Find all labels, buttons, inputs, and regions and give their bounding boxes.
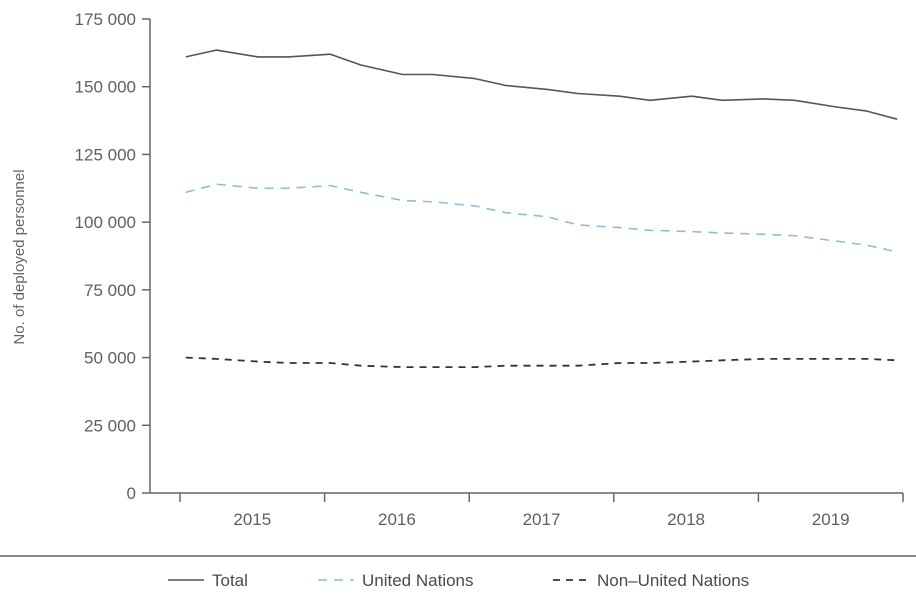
legend-label: United Nations [362, 571, 474, 590]
y-tick-label: 50 000 [84, 349, 136, 368]
series-line-united-nations [185, 183, 898, 253]
x-tick-label: 2016 [378, 510, 416, 529]
y-tick-label: 0 [127, 484, 136, 503]
x-tick-label: 2017 [523, 510, 561, 529]
series-line-total [185, 49, 898, 120]
y-axis-title: No. of deployed personnel [11, 169, 28, 344]
x-tick-label: 2015 [233, 510, 271, 529]
series-layer [185, 49, 898, 368]
y-tick-label: 100 000 [75, 213, 136, 232]
legend-label: Total [212, 571, 248, 590]
series-line-non-united-nations [185, 356, 898, 368]
x-tick-label: 2018 [667, 510, 705, 529]
y-axis: 0 25 000 50 000 75 000 100 000 125 000 150 000… [75, 10, 151, 503]
legend: Total United Nations Non–United Nations [168, 571, 749, 590]
x-tick-label: 2019 [812, 510, 850, 529]
y-tick-label: 150 000 [75, 78, 136, 97]
x-axis: 2015 2016 2017 2018 2019 [150, 492, 904, 529]
y-tick-label: 175 000 [75, 10, 136, 29]
legend-label: Non–United Nations [597, 571, 749, 590]
y-tick-label: 125 000 [75, 145, 136, 164]
y-tick-label: 25 000 [84, 416, 136, 435]
y-tick-label: 75 000 [84, 281, 136, 300]
